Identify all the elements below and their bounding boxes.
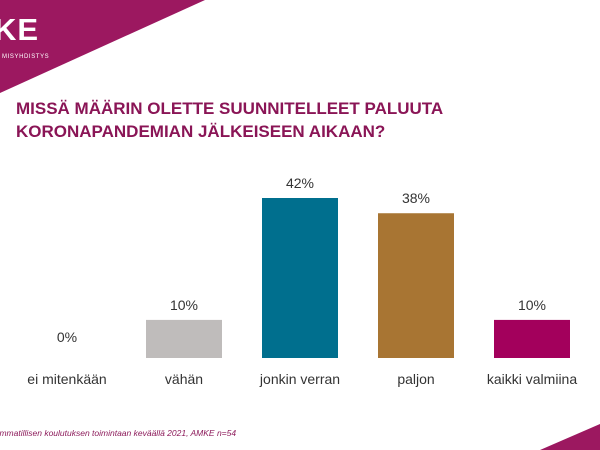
chart-title: MISSÄ MÄÄRIN OLETTE SUUNNITELLEET PALUUT…	[16, 99, 443, 141]
data-label-1: 0%	[57, 329, 77, 345]
category-label-3: jonkin verran	[259, 371, 340, 387]
bar-5	[494, 319, 570, 358]
category-label-5: kaikki valmiina	[487, 371, 577, 387]
category-label-1: ei mitenkään	[27, 371, 106, 387]
data-label-2: 10%	[170, 297, 198, 313]
data-label-4: 38%	[402, 190, 430, 206]
bar-3	[262, 198, 338, 358]
data-label-3: 42%	[286, 175, 314, 191]
logo: KE	[0, 12, 40, 47]
bar-4	[378, 213, 454, 358]
logo-subtitle: MISYHDISTYS	[2, 54, 50, 60]
footnote: t ammatillisen koulutuksen toimintaan ke…	[0, 428, 237, 438]
category-label-4: paljon	[397, 371, 434, 387]
data-label-5: 10%	[518, 297, 546, 313]
bar-2	[146, 319, 222, 358]
category-label-2: vähän	[165, 371, 203, 387]
